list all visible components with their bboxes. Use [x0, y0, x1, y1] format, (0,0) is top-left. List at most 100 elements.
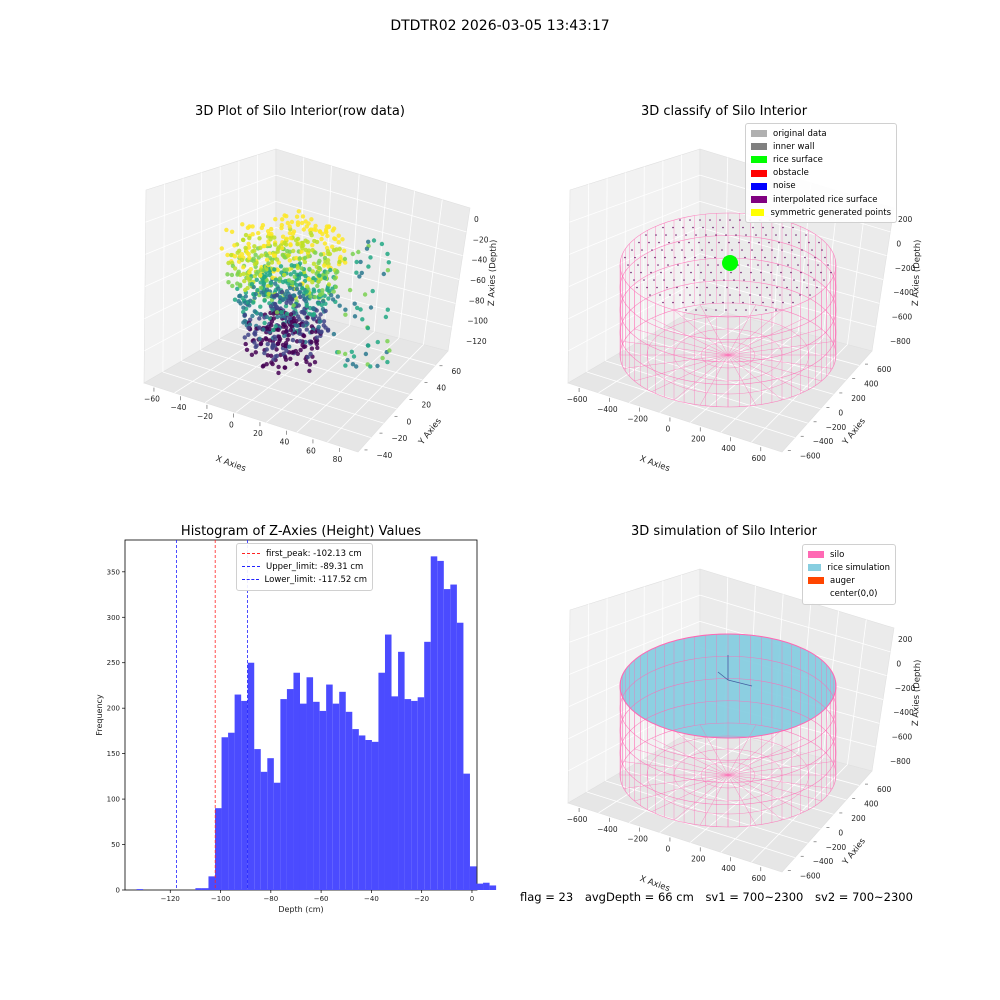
- x-tick-label: 600: [752, 454, 767, 463]
- data-point: [253, 329, 258, 335]
- data-point: [744, 256, 746, 259]
- data-point: [258, 311, 263, 317]
- data-point: [806, 286, 808, 289]
- data-point: [714, 256, 716, 259]
- data-point: [309, 217, 314, 222]
- data-point: [750, 271, 752, 274]
- x-tick-label: 80: [333, 455, 343, 464]
- avg-depth-text: avgDepth = 66 cm: [584, 890, 694, 904]
- data-point: [823, 279, 825, 281]
- data-point: [331, 248, 337, 253]
- data-point: [243, 287, 248, 293]
- data-point: [640, 271, 642, 274]
- data-point: [816, 286, 818, 289]
- histogram-bar: [208, 876, 216, 890]
- data-point: [278, 264, 284, 269]
- data-point: [774, 256, 776, 259]
- data-point: [662, 301, 664, 304]
- data-point: [230, 283, 235, 289]
- data-point: [247, 224, 252, 229]
- data-point: [319, 236, 324, 242]
- data-point: [645, 234, 647, 236]
- data-point: [666, 286, 668, 289]
- data-point: [338, 254, 343, 260]
- y-tick-label: −200: [826, 423, 847, 432]
- data-point: [258, 285, 264, 290]
- data-point: [250, 313, 255, 319]
- data-point: [253, 291, 258, 297]
- silo-floor-ring: [700, 341, 756, 369]
- histogram-bar: [411, 700, 418, 890]
- data-point: [668, 241, 670, 244]
- data-point: [272, 334, 277, 339]
- legend-swatch: [808, 577, 824, 585]
- data-point: [284, 236, 289, 241]
- data-point: [326, 282, 332, 287]
- data-point: [768, 241, 770, 244]
- data-point: [253, 252, 258, 257]
- data-point: [264, 337, 269, 342]
- data-point: [743, 279, 745, 281]
- data-point: [239, 257, 245, 263]
- histogram-bar: [228, 732, 235, 890]
- data-point: [332, 276, 338, 281]
- data-point: [779, 294, 781, 296]
- data-point: [335, 294, 340, 299]
- data-point: [246, 241, 251, 247]
- data-point: [824, 256, 826, 259]
- data-point: [297, 327, 302, 333]
- data-point: [298, 271, 303, 276]
- data-point: [350, 251, 355, 257]
- data-point: [307, 266, 312, 272]
- data-point: [331, 331, 337, 337]
- data-point: [313, 223, 318, 229]
- data-point: [716, 286, 718, 289]
- data-point: [304, 359, 309, 365]
- data-point: [739, 294, 741, 296]
- legend-item: interpolated rice surface: [751, 193, 891, 206]
- data-point: [332, 236, 337, 241]
- data-point: [318, 330, 324, 335]
- data-point: [643, 279, 645, 281]
- data-point: [291, 293, 297, 298]
- data-point: [254, 271, 259, 276]
- data-point: [286, 332, 291, 338]
- y-axis-label: Y Axies: [840, 836, 868, 868]
- data-point: [295, 236, 301, 242]
- data-point: [665, 234, 667, 236]
- histogram-bar: [254, 749, 261, 890]
- data-point: [242, 313, 248, 318]
- histogram-legend: first_peak: -102.13 cm Upper_limit: -89.3…: [236, 543, 373, 591]
- data-point: [780, 271, 782, 274]
- data-point: [788, 241, 790, 244]
- data-point: [305, 355, 310, 360]
- silo-floor-ring: [700, 761, 756, 789]
- data-point: [752, 226, 754, 229]
- data-point: [298, 282, 303, 287]
- histogram-title: Histogram of Z-Axies (Height) Values: [180, 524, 422, 539]
- x-axis-label: Depth (cm): [278, 905, 323, 914]
- data-point: [698, 241, 700, 244]
- x-tick-label: −40: [364, 895, 379, 903]
- data-point: [235, 286, 240, 291]
- data-point: [683, 279, 685, 281]
- data-point: [295, 351, 300, 356]
- data-point: [311, 227, 317, 232]
- data-point: [685, 234, 687, 236]
- grid-line: [605, 360, 808, 424]
- data-point: [284, 348, 289, 353]
- data-point: [287, 249, 293, 254]
- data-point: [283, 292, 288, 297]
- data-point: [304, 327, 309, 332]
- data-point: [302, 259, 308, 265]
- data-point: [307, 311, 312, 317]
- data-point: [232, 243, 237, 248]
- data-point: [295, 242, 300, 247]
- z-tick-label: 0: [474, 215, 479, 224]
- data-point: [316, 301, 321, 306]
- data-point: [309, 346, 315, 351]
- data-point: [753, 279, 755, 281]
- data-point: [252, 244, 257, 249]
- y-tick-label: −40: [377, 451, 393, 460]
- histogram-bar: [352, 729, 359, 890]
